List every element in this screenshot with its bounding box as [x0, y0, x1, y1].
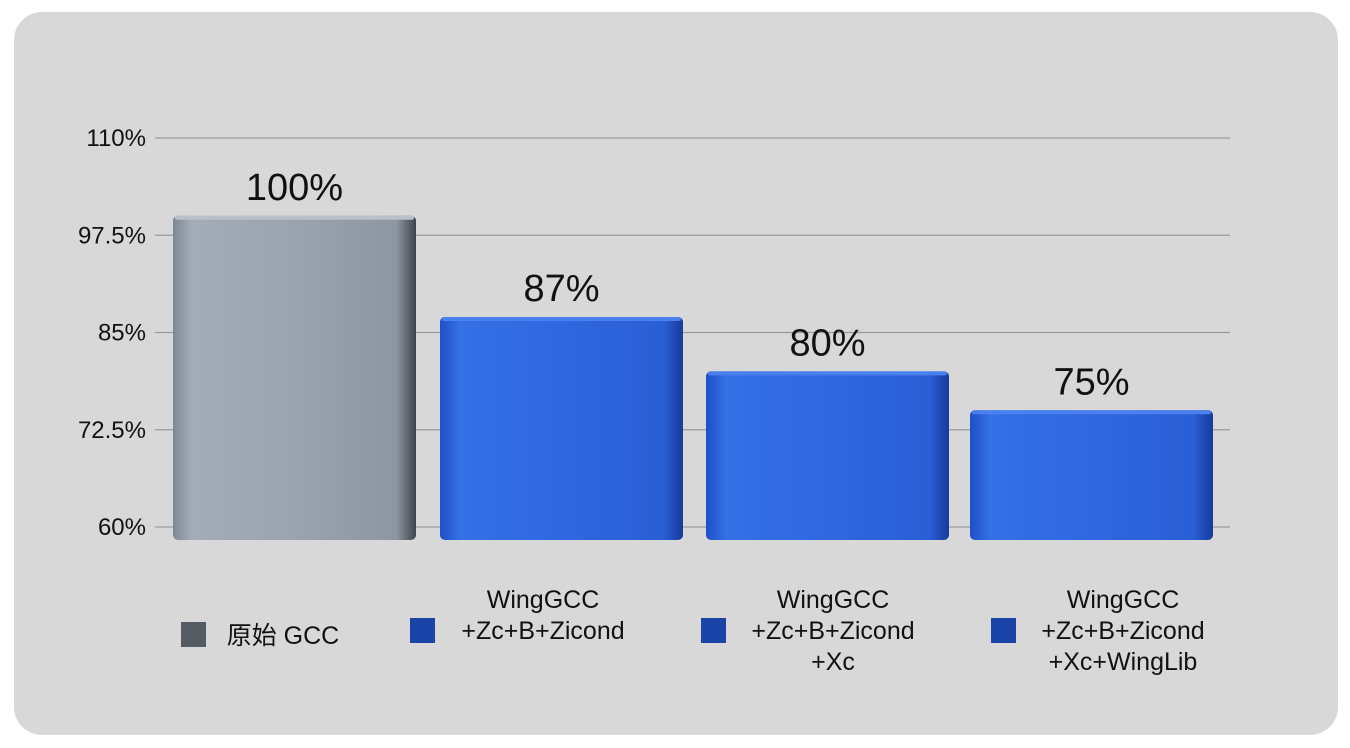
- legend-label: WingGCC: [1067, 586, 1180, 614]
- bar: [173, 215, 416, 541]
- legend-swatch: [181, 622, 206, 647]
- bar-top-cap: [442, 316, 681, 321]
- bar: [706, 371, 949, 540]
- data-label: 80%: [789, 322, 865, 364]
- legend-swatch: [410, 618, 435, 643]
- legend-label: +Zc+B+Zicond: [1041, 617, 1204, 645]
- bar-top-cap: [972, 410, 1211, 415]
- data-label: 75%: [1053, 361, 1129, 403]
- legend-label: +Zc+B+Zicond: [461, 617, 624, 645]
- legend-swatch: [701, 618, 726, 643]
- y-tick-label: 97.5%: [78, 222, 146, 249]
- legend-swatch: [991, 618, 1016, 643]
- data-label: 87%: [523, 268, 599, 310]
- legend-label: +Xc+WingLib: [1049, 648, 1198, 676]
- legend-label: +Zc+B+Zicond: [751, 617, 914, 645]
- y-tick-label: 110%: [86, 125, 146, 152]
- bar-top-cap: [175, 215, 414, 220]
- y-axis-ticks: 60% 72.5% 85% 97.5% 110%: [78, 125, 146, 541]
- y-tick-label: 72.5%: [78, 417, 146, 444]
- legend: 原始 GCC WingGCC +Zc+B+Zicond WingGCC +Zc+B+Zi…: [181, 586, 1205, 676]
- data-label: 100%: [246, 167, 343, 209]
- y-tick-label: 85%: [98, 320, 146, 347]
- legend-label: WingGCC: [777, 586, 890, 614]
- bars: [173, 215, 1213, 541]
- bar: [440, 316, 683, 540]
- data-labels: 100% 87% 80% 75%: [246, 167, 1130, 403]
- legend-label: +Xc: [811, 648, 855, 676]
- bar: [970, 410, 1213, 540]
- y-tick-label: 60%: [98, 514, 146, 541]
- legend-label: 原始 GCC: [227, 622, 340, 650]
- bar-top-cap: [708, 371, 947, 376]
- legend-label: WingGCC: [487, 586, 600, 614]
